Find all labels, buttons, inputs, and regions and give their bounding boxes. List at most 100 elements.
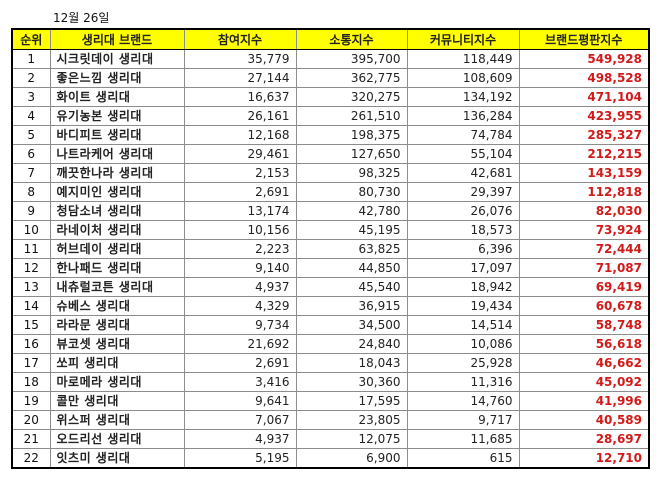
reputation-cell: 46,662	[518, 353, 650, 373]
table-row: 6 나트라케어 생리대 29,461 127,650 55,104 212,215	[11, 144, 650, 164]
participation-cell: 9,734	[183, 315, 297, 335]
table-row: 14 슈베스 생리대 4,329 36,915 19,434 60,678	[11, 296, 650, 316]
reputation-cell: 45,092	[518, 372, 650, 392]
community-cell: 25,928	[406, 353, 520, 373]
participation-cell: 2,223	[183, 239, 297, 259]
community-cell: 118,449	[406, 49, 520, 69]
community-cell: 14,760	[406, 391, 520, 411]
rank-cell: 18	[11, 372, 51, 392]
participation-cell: 13,174	[183, 201, 297, 221]
table-row: 18 마로메라 생리대 3,416 30,360 11,316 45,092	[11, 372, 650, 392]
communication-cell: 30,360	[295, 372, 408, 392]
rank-cell: 13	[11, 277, 51, 297]
reputation-cell: 549,928	[518, 49, 650, 69]
rank-cell: 15	[11, 315, 51, 335]
communication-cell: 6,900	[295, 448, 408, 469]
brand-cell: 청담소녀 생리대	[49, 201, 185, 221]
participation-cell: 9,641	[183, 391, 297, 411]
communication-cell: 45,195	[295, 220, 408, 240]
header-brand: 생리대 브랜드	[49, 28, 185, 50]
header-communication: 소통지수	[295, 28, 408, 50]
rank-cell: 19	[11, 391, 51, 411]
table-row: 15 라라문 생리대 9,734 34,500 14,514 58,748	[11, 315, 650, 335]
communication-cell: 362,775	[295, 68, 408, 88]
rank-cell: 10	[11, 220, 51, 240]
brand-cell: 오드리선 생리대	[49, 429, 185, 449]
table-row: 11 허브데이 생리대 2,223 63,825 6,396 72,444	[11, 239, 650, 259]
table-row: 10 라네이처 생리대 10,156 45,195 18,573 73,924	[11, 220, 650, 240]
reputation-cell: 28,697	[518, 429, 650, 449]
table-row: 8 예지미인 생리대 2,691 80,730 29,397 112,818	[11, 182, 650, 202]
rank-cell: 11	[11, 239, 51, 259]
brand-cell: 허브데이 생리대	[49, 239, 185, 259]
brand-cell: 깨끗한나라 생리대	[49, 163, 185, 183]
rank-cell: 4	[11, 106, 51, 126]
rank-cell: 6	[11, 144, 51, 164]
reputation-cell: 471,104	[518, 87, 650, 107]
reputation-cell: 112,818	[518, 182, 650, 202]
communication-cell: 23,805	[295, 410, 408, 430]
reputation-cell: 285,327	[518, 125, 650, 145]
community-cell: 11,316	[406, 372, 520, 392]
header-community: 커뮤니티지수	[406, 28, 520, 50]
communication-cell: 80,730	[295, 182, 408, 202]
table-row: 3 화이트 생리대 16,637 320,275 134,192 471,104	[11, 87, 650, 107]
rank-cell: 8	[11, 182, 51, 202]
brand-cell: 마로메라 생리대	[49, 372, 185, 392]
communication-cell: 18,043	[295, 353, 408, 373]
community-cell: 136,284	[406, 106, 520, 126]
brand-reputation-table: 순위 생리대 브랜드 참여지수 소통지수 커뮤니티지수 브랜드평판지수 1 시크릿…	[11, 28, 650, 469]
rank-cell: 9	[11, 201, 51, 221]
rank-cell: 7	[11, 163, 51, 183]
reputation-cell: 40,589	[518, 410, 650, 430]
reputation-cell: 41,996	[518, 391, 650, 411]
table-row: 19 콜만 생리대 9,641 17,595 14,760 41,996	[11, 391, 650, 411]
rank-cell: 2	[11, 68, 51, 88]
table-row: 9 청담소녀 생리대 13,174 42,780 26,076 82,030	[11, 201, 650, 221]
date-label: 12월 26일	[53, 11, 110, 25]
communication-cell: 198,375	[295, 125, 408, 145]
table-row: 1 시크릿데이 생리대 35,779 395,700 118,449 549,928	[11, 49, 650, 69]
participation-cell: 3,416	[183, 372, 297, 392]
community-cell: 18,942	[406, 277, 520, 297]
header-reputation: 브랜드평판지수	[518, 28, 650, 50]
brand-cell: 내츄럴코튼 생리대	[49, 277, 185, 297]
table-row: 17 쏘피 생리대 2,691 18,043 25,928 46,662	[11, 353, 650, 373]
reputation-cell: 60,678	[518, 296, 650, 316]
table-row: 22 잇츠미 생리대 5,195 6,900 615 12,710	[11, 448, 650, 469]
communication-cell: 395,700	[295, 49, 408, 69]
participation-cell: 2,691	[183, 353, 297, 373]
communication-cell: 320,275	[295, 87, 408, 107]
participation-cell: 26,161	[183, 106, 297, 126]
table-row: 21 오드리선 생리대 4,937 12,075 11,685 28,697	[11, 429, 650, 449]
brand-cell: 나트라케어 생리대	[49, 144, 185, 164]
brand-cell: 한나패드 생리대	[49, 258, 185, 278]
reputation-cell: 72,444	[518, 239, 650, 259]
community-cell: 26,076	[406, 201, 520, 221]
community-cell: 134,192	[406, 87, 520, 107]
community-cell: 29,397	[406, 182, 520, 202]
community-cell: 55,104	[406, 144, 520, 164]
community-cell: 74,784	[406, 125, 520, 145]
communication-cell: 63,825	[295, 239, 408, 259]
community-cell: 42,681	[406, 163, 520, 183]
participation-cell: 4,937	[183, 277, 297, 297]
table-row: 20 위스퍼 생리대 7,067 23,805 9,717 40,589	[11, 410, 650, 430]
reputation-cell: 498,528	[518, 68, 650, 88]
participation-cell: 2,153	[183, 163, 297, 183]
communication-cell: 42,780	[295, 201, 408, 221]
participation-cell: 29,461	[183, 144, 297, 164]
rank-cell: 17	[11, 353, 51, 373]
rank-cell: 3	[11, 87, 51, 107]
brand-cell: 화이트 생리대	[49, 87, 185, 107]
reputation-cell: 143,159	[518, 163, 650, 183]
communication-cell: 127,650	[295, 144, 408, 164]
rank-cell: 14	[11, 296, 51, 316]
brand-cell: 좋은느낌 생리대	[49, 68, 185, 88]
brand-cell: 쏘피 생리대	[49, 353, 185, 373]
communication-cell: 45,540	[295, 277, 408, 297]
table-row: 12 한나패드 생리대 9,140 44,850 17,097 71,087	[11, 258, 650, 278]
community-cell: 19,434	[406, 296, 520, 316]
table-row: 4 유기농본 생리대 26,161 261,510 136,284 423,955	[11, 106, 650, 126]
rank-cell: 20	[11, 410, 51, 430]
